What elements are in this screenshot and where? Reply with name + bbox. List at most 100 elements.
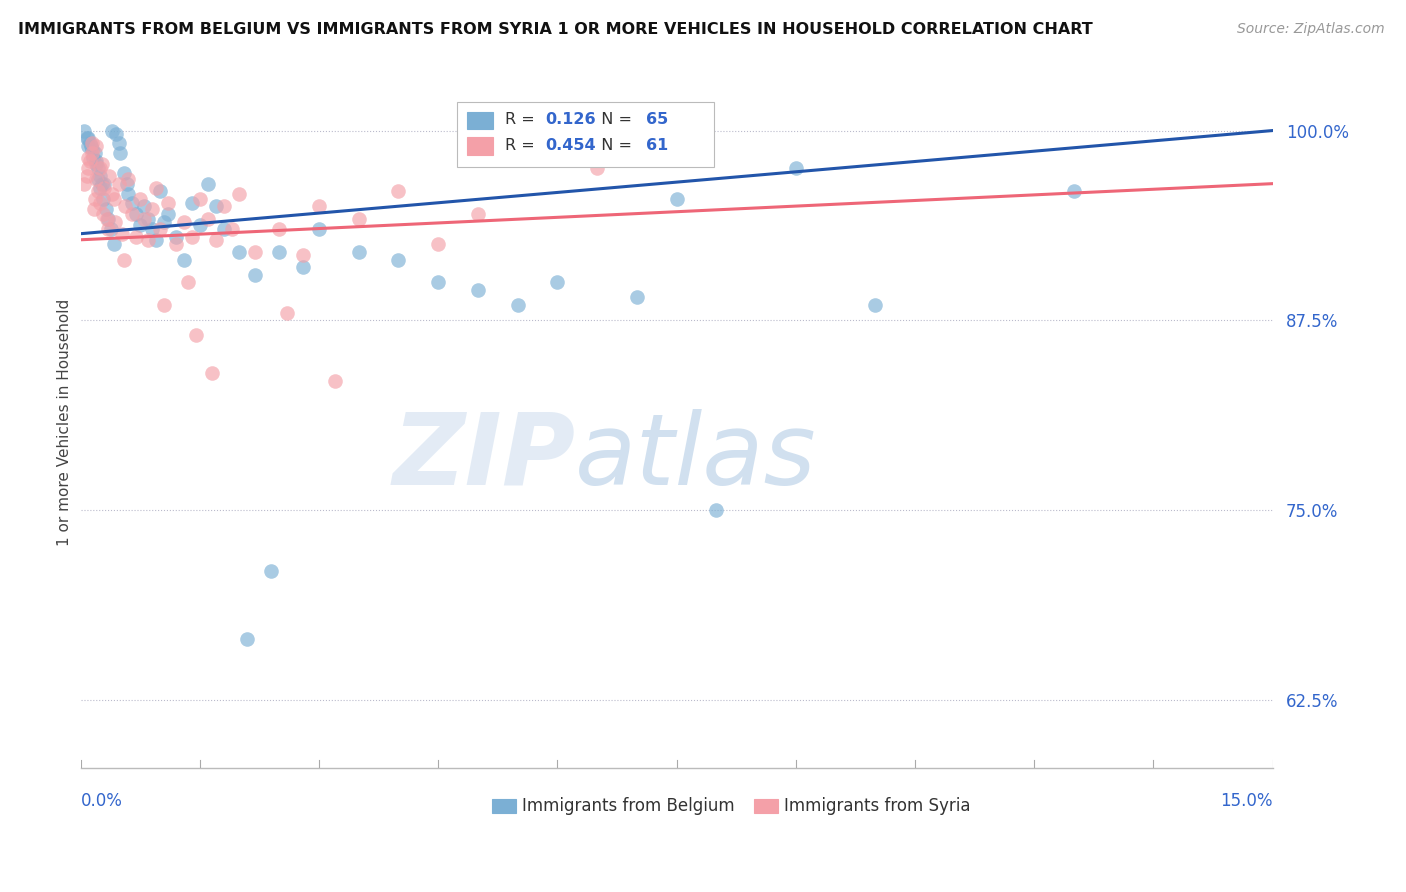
Point (87, 161, 110, 176)
Point (77, 131, 100, 145)
Point (129, 218, 152, 232)
Point (149, 222, 172, 236)
Point (79, 136, 101, 150)
Point (308, 222, 330, 236)
Point (221, 222, 243, 236)
Point (105, 127, 128, 141)
Point (308, 199, 330, 213)
Point (204, 233, 226, 247)
Point (83, 192, 105, 206)
Point (149, 184, 172, 198)
Point (121, 196, 143, 211)
Point (125, 207, 148, 221)
Point (86, 153, 108, 168)
Point (1063, 184, 1085, 198)
Point (97, 211, 120, 226)
Point (91, 207, 114, 221)
Point (114, 199, 136, 213)
Point (101, 187, 124, 202)
Point (84, 157, 107, 171)
Point (153, 298, 176, 312)
Point (260, 564, 283, 578)
Point (156, 207, 179, 221)
Point (165, 237, 187, 252)
Point (212, 222, 235, 236)
Point (467, 207, 489, 221)
Point (89, 161, 111, 176)
Point (76, 169, 98, 183)
FancyBboxPatch shape (467, 112, 494, 129)
Point (125, 229, 148, 244)
Point (427, 237, 450, 252)
Point (87, 172, 110, 186)
Point (245, 268, 267, 282)
Point (107, 136, 129, 150)
Point (86, 172, 108, 186)
Point (228, 187, 250, 202)
Point (82, 146, 104, 161)
Point (94, 202, 117, 217)
Point (269, 222, 291, 236)
Text: 0.454: 0.454 (546, 137, 596, 153)
Point (93, 177, 115, 191)
Text: 65: 65 (645, 112, 668, 127)
Point (132, 211, 155, 226)
Point (91, 157, 114, 171)
Point (89, 181, 111, 195)
Point (292, 260, 315, 274)
Point (97, 222, 120, 236)
Point (83, 202, 105, 217)
Point (100, 222, 122, 236)
Point (141, 222, 163, 236)
Text: Immigrants from Belgium: Immigrants from Belgium (522, 797, 734, 814)
Point (121, 207, 143, 221)
Point (204, 199, 226, 213)
Point (387, 252, 409, 267)
FancyBboxPatch shape (467, 137, 494, 154)
Text: 61: 61 (645, 137, 668, 153)
Point (93, 181, 115, 195)
Point (132, 199, 155, 213)
Point (427, 275, 450, 289)
Point (387, 184, 409, 198)
Point (184, 328, 207, 343)
Y-axis label: 1 or more Vehicles in Household: 1 or more Vehicles in Household (58, 299, 72, 546)
Point (136, 233, 159, 247)
Point (104, 214, 127, 228)
Point (86, 138, 108, 153)
Point (77, 161, 100, 176)
Point (89, 169, 111, 183)
Point (91, 192, 114, 206)
Point (110, 146, 132, 161)
Point (292, 248, 315, 262)
Point (82, 142, 104, 156)
Point (73, 123, 96, 137)
Point (79, 153, 101, 168)
Point (87, 184, 110, 198)
Text: ZIP: ZIP (392, 409, 575, 506)
Point (236, 632, 259, 646)
Text: 15.0%: 15.0% (1220, 792, 1272, 810)
Point (115, 177, 138, 191)
Text: R =: R = (505, 112, 540, 127)
Point (467, 283, 489, 297)
Point (165, 229, 187, 244)
Text: Immigrants from Syria: Immigrants from Syria (785, 797, 970, 814)
Point (112, 166, 135, 180)
Point (82, 151, 104, 165)
Text: 0.126: 0.126 (546, 112, 596, 127)
Point (188, 192, 211, 206)
FancyBboxPatch shape (457, 102, 713, 167)
Point (141, 202, 163, 217)
Point (586, 161, 609, 176)
Point (117, 187, 139, 202)
Point (77, 151, 100, 165)
Point (111, 227, 134, 241)
Text: N =: N = (591, 112, 637, 127)
Point (156, 196, 179, 211)
Point (665, 192, 688, 206)
Point (112, 252, 135, 267)
Point (76, 131, 98, 145)
Point (347, 211, 370, 226)
Point (101, 123, 124, 137)
